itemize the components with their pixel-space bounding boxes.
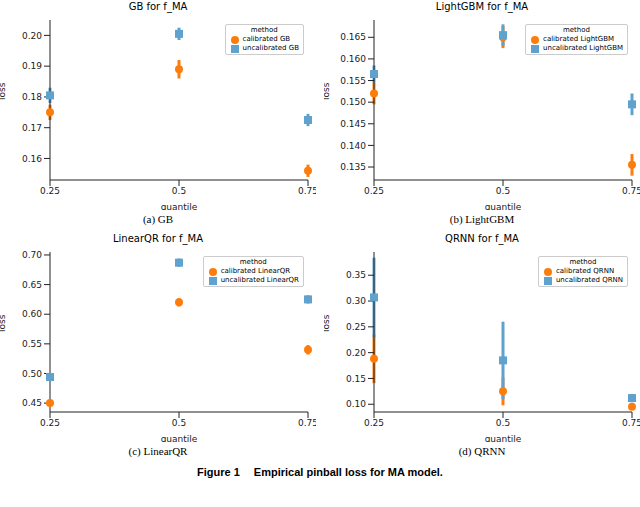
svg-text:0.60: 0.60 xyxy=(22,309,42,319)
svg-text:0.35: 0.35 xyxy=(346,270,366,280)
svg-text:0.20: 0.20 xyxy=(22,31,42,41)
svg-text:0.75: 0.75 xyxy=(622,186,632,196)
svg-text:0.25: 0.25 xyxy=(346,322,366,332)
svg-text:0.140: 0.140 xyxy=(340,141,366,151)
svg-text:0.25: 0.25 xyxy=(40,186,60,196)
html-text:uncalibrated LightGBM: uncalibrated LightGBM xyxy=(543,44,623,52)
html-text:method: method xyxy=(250,26,278,34)
svg-text:0.160: 0.160 xyxy=(340,54,366,64)
html-text:method: method xyxy=(239,258,267,266)
svg-text:quantile: quantile xyxy=(485,434,522,442)
html-text:Empirical pinball loss for MA: Empirical pinball loss for MA model. xyxy=(253,466,443,478)
svg-text:0.15: 0.15 xyxy=(346,374,366,384)
html-text:calibrated LinearQR: calibrated LinearQR xyxy=(220,267,291,275)
svg-text:0.150: 0.150 xyxy=(340,97,366,107)
html-text:GB for f_MA: GB for f_MA xyxy=(128,1,188,12)
svg-text:quantile: quantile xyxy=(485,202,522,210)
html-text:calibrated QRNN: calibrated QRNN xyxy=(555,267,615,275)
svg-text:0.30: 0.30 xyxy=(346,296,366,306)
html-text:calibrated LightGBM: calibrated LightGBM xyxy=(543,35,615,43)
svg-text:quantile: quantile xyxy=(161,434,198,442)
svg-text:0.17: 0.17 xyxy=(22,123,42,133)
html-text:(d) QRNN: (d) QRNN xyxy=(458,445,506,457)
html-text:Figure 1: Figure 1 xyxy=(197,466,240,478)
html-text:uncalibrated GB: uncalibrated GB xyxy=(242,44,299,52)
html-text:(b) LightGBM: (b) LightGBM xyxy=(449,213,515,225)
svg-text:0.45: 0.45 xyxy=(22,398,42,408)
svg-text:0.55: 0.55 xyxy=(22,339,42,349)
svg-text:0.135: 0.135 xyxy=(340,162,366,172)
svg-text:0.70: 0.70 xyxy=(22,250,42,260)
html-text:method: method xyxy=(563,26,590,34)
html-text:(c) LinearQR: (c) LinearQR xyxy=(128,445,188,457)
svg-text:quantile: quantile xyxy=(161,202,198,210)
svg-text:0.50: 0.50 xyxy=(22,369,42,379)
svg-text:0.165: 0.165 xyxy=(340,32,366,42)
svg-text:loss: loss xyxy=(324,314,331,332)
svg-text:0.65: 0.65 xyxy=(22,280,42,290)
svg-text:0.25: 0.25 xyxy=(364,186,384,196)
svg-text:0.25: 0.25 xyxy=(364,418,384,428)
html-text:LinearQR for f_MA: LinearQR for f_MA xyxy=(113,233,203,244)
html-text:uncalibrated LinearQR: uncalibrated LinearQR xyxy=(220,276,299,284)
svg-text:0.25: 0.25 xyxy=(40,418,60,428)
html-text:method: method xyxy=(569,258,597,266)
svg-text:0.75: 0.75 xyxy=(622,418,632,428)
svg-text:0.5: 0.5 xyxy=(172,186,186,196)
svg-text:0.19: 0.19 xyxy=(22,61,42,71)
svg-text:0.16: 0.16 xyxy=(22,154,42,164)
svg-text:0.10: 0.10 xyxy=(346,399,366,409)
html-text:calibrated GB: calibrated GB xyxy=(242,35,291,43)
svg-text:0.145: 0.145 xyxy=(340,119,366,129)
svg-text:0.18: 0.18 xyxy=(22,92,42,102)
svg-text:0.5: 0.5 xyxy=(172,418,186,428)
html-text:LightGBM for f_MA: LightGBM for f_MA xyxy=(435,1,529,12)
svg-text:0.5: 0.5 xyxy=(496,418,510,428)
html-text:uncalibrated QRNN: uncalibrated QRNN xyxy=(555,276,623,284)
svg-text:0.155: 0.155 xyxy=(340,76,366,86)
svg-text:0.20: 0.20 xyxy=(346,348,366,358)
html-text:QRNN for f_MA: QRNN for f_MA xyxy=(445,233,519,244)
svg-text:0.75: 0.75 xyxy=(298,418,316,428)
svg-text:0.75: 0.75 xyxy=(298,186,316,196)
html-text:(a) GB: (a) GB xyxy=(142,213,174,225)
svg-text:loss: loss xyxy=(324,82,331,100)
svg-text:0.5: 0.5 xyxy=(496,186,510,196)
